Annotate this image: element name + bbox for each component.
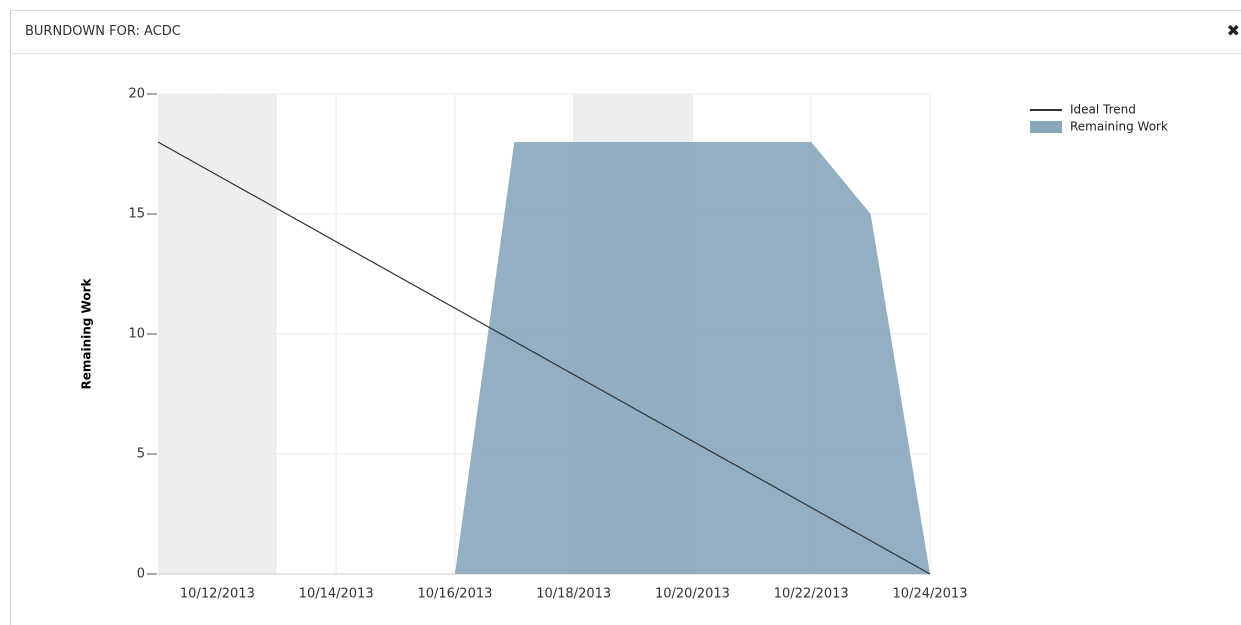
dialog-title: BURNDOWN FOR: ACDC [25,24,181,39]
x-tick-label: 10/14/2013 [299,587,374,602]
remaining-work-area [454,142,930,574]
y-tick-label: 10 [128,327,145,342]
y-tick-label: 15 [128,207,145,222]
ideal-trend-line [157,141,931,575]
x-tick-label: 10/18/2013 [536,587,611,602]
x-tick-label: 10/24/2013 [893,587,968,602]
x-tick-label: 10/22/2013 [774,587,849,602]
x-tick-label: 10/12/2013 [180,587,255,602]
legend-label: Remaining Work [1070,120,1168,134]
legend-label: Ideal Trend [1070,103,1136,117]
y-tick-label: 20 [128,87,145,102]
x-tick-label: 10/16/2013 [417,587,492,602]
y-axis-label: Remaining Work [80,277,94,389]
dialog-body [10,53,1241,625]
y-tick-label: 0 [137,567,145,582]
legend-swatch [1030,121,1062,133]
y-tick-label: 5 [137,447,145,462]
x-tick-label: 10/20/2013 [655,587,730,602]
close-button[interactable]: ✖ [1226,21,1240,40]
dialog-header: BURNDOWN FOR: ACDC ✖ [10,10,1241,54]
